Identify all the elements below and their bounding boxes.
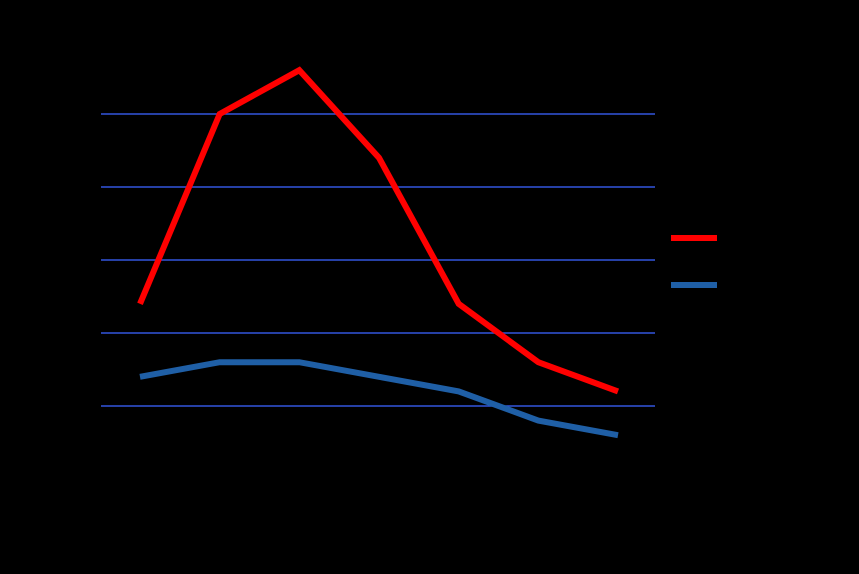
series-lines [137, 66, 620, 439]
series-2-line [139, 359, 619, 439]
legend [671, 235, 717, 288]
series-1-line [137, 66, 620, 395]
gridlines [101, 113, 655, 407]
